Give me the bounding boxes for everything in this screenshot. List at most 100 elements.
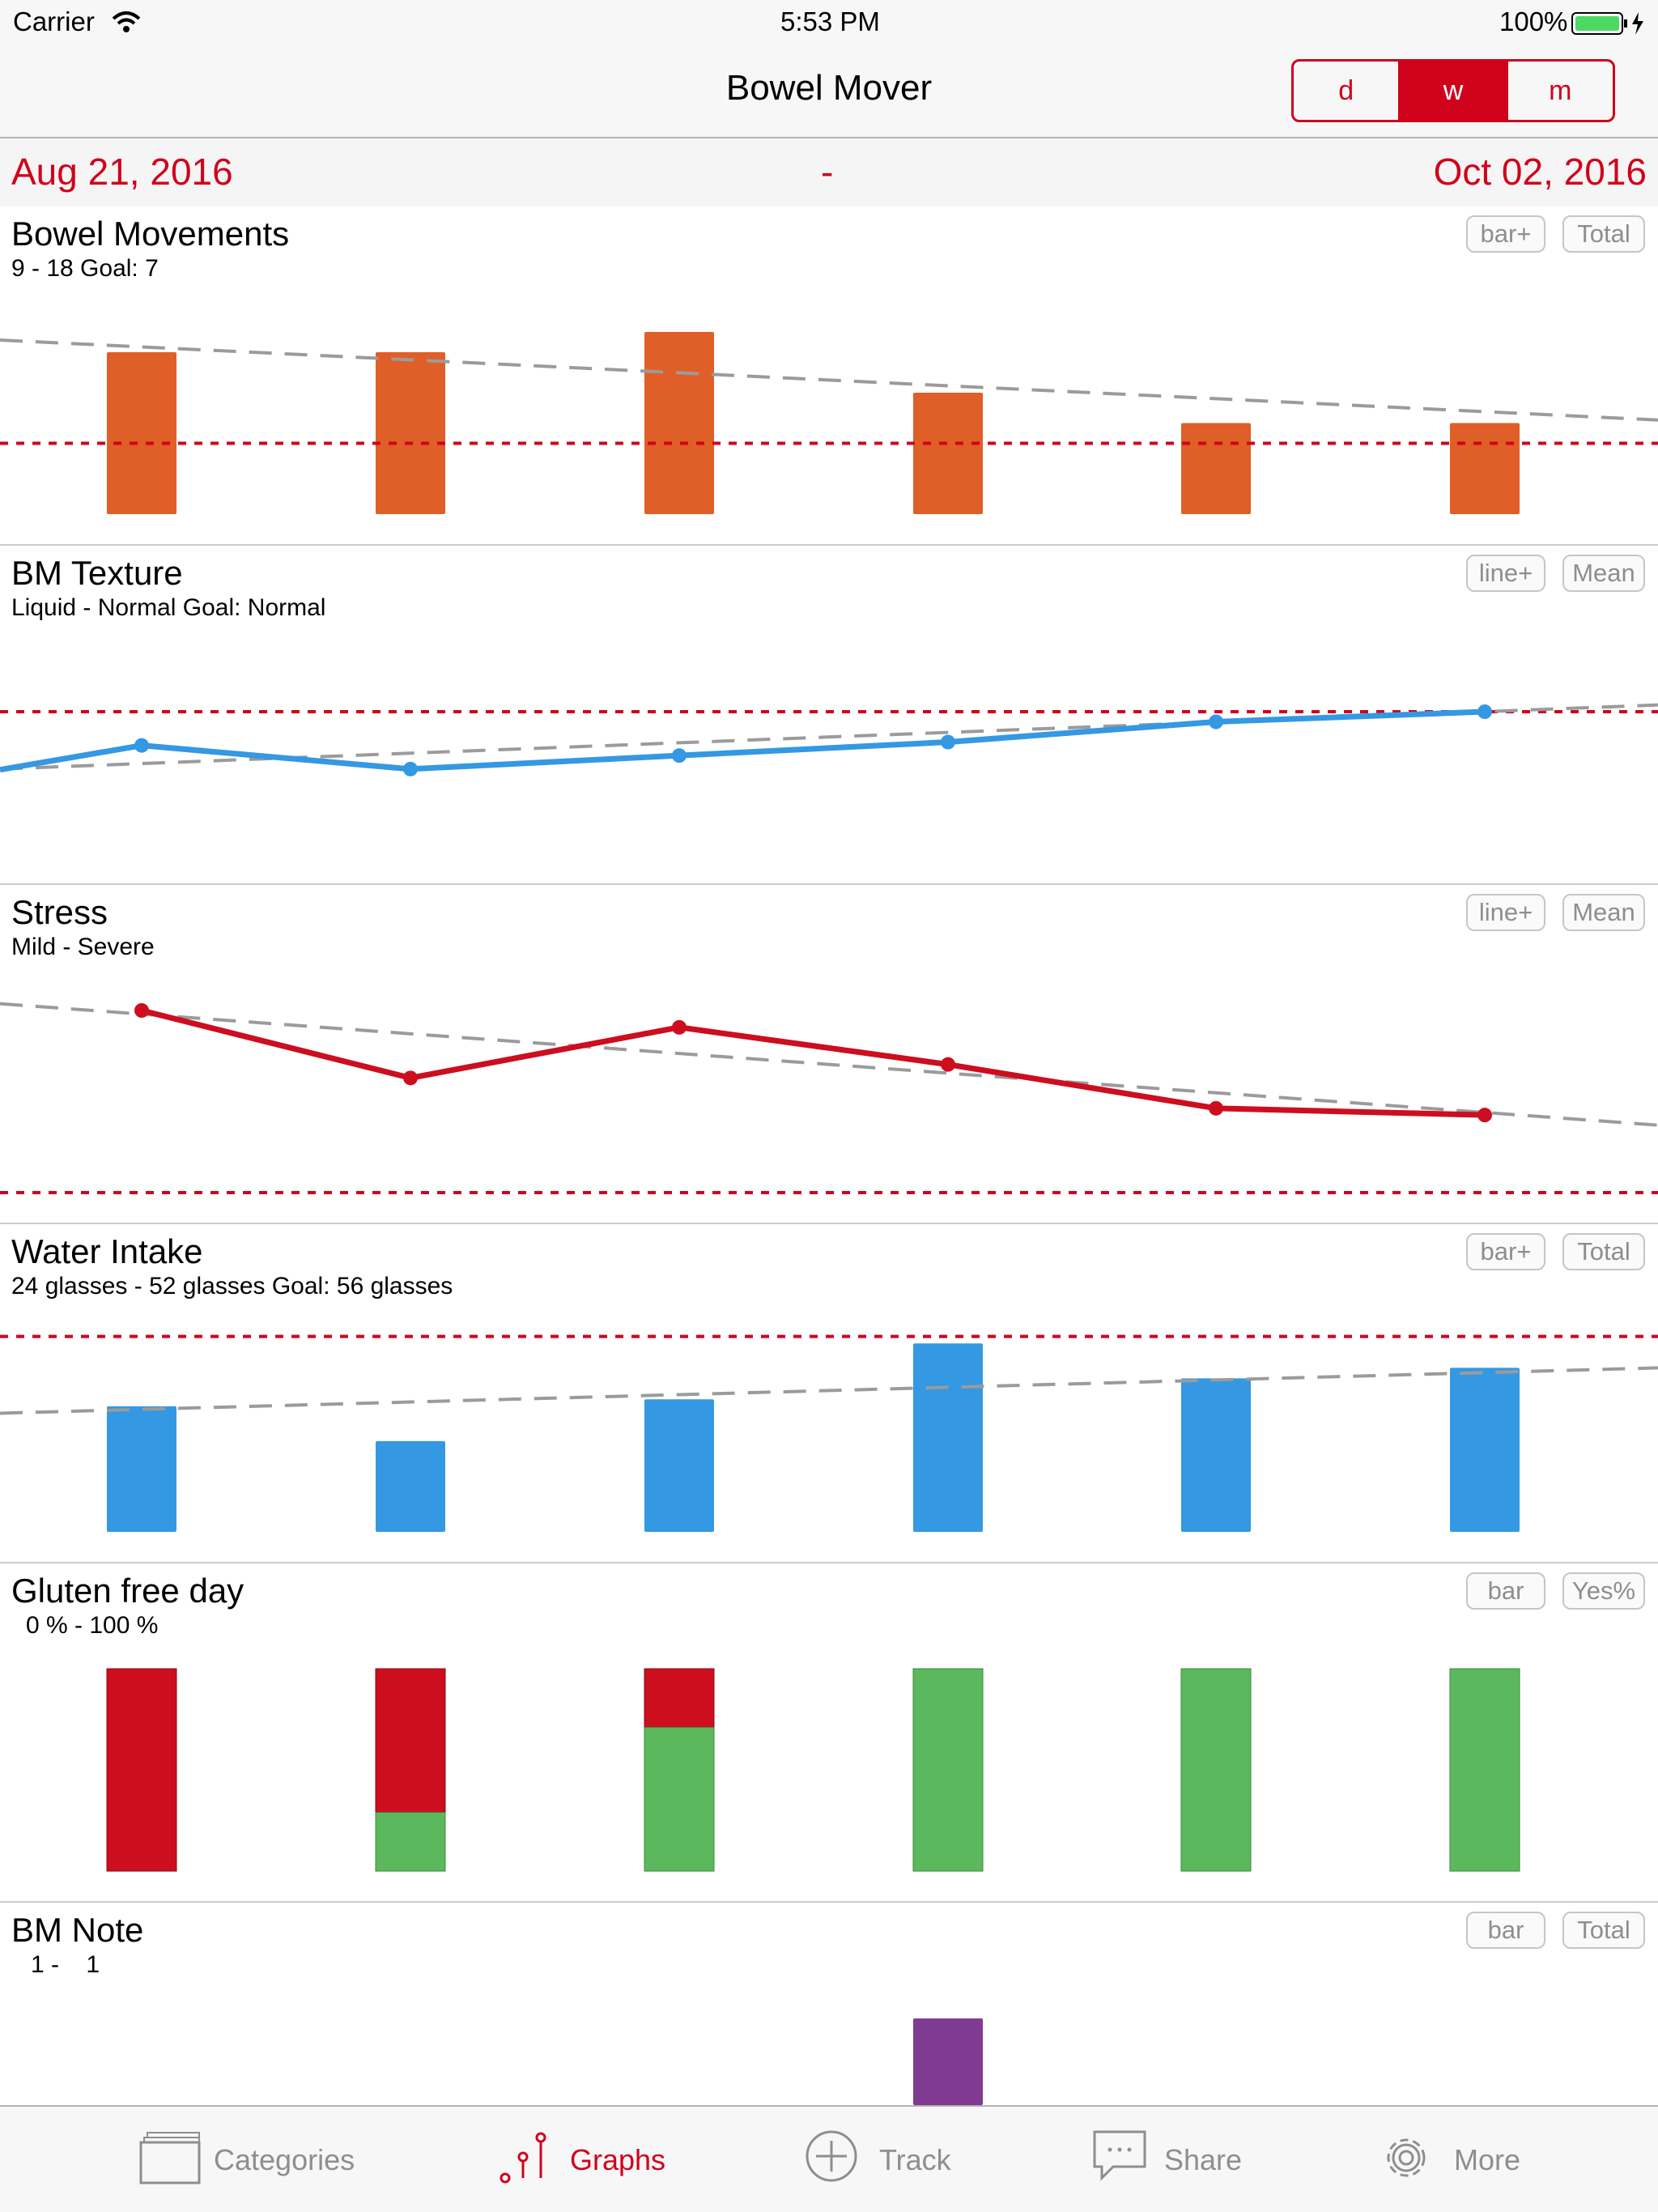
chart-type-button[interactable]: bar	[1466, 1572, 1545, 1610]
navigation-bar: Bowel Mover d w m	[0, 45, 1658, 138]
bar-yes	[1449, 1668, 1520, 1872]
bar	[376, 352, 445, 514]
graph-subtitle: 0 % - 100 %	[26, 1612, 159, 1639]
bar	[644, 332, 714, 514]
gluten-free-day-chart	[106, 1668, 1520, 1872]
trend-line	[0, 338, 1658, 422]
date-start[interactable]: Aug 21, 2016	[11, 151, 233, 193]
aggregation-button[interactable]: Mean	[1562, 555, 1645, 592]
tab-share[interactable]: Share	[1089, 2107, 1275, 2212]
tab-bar: Categories Graphs Track Share	[0, 2105, 1658, 2212]
trend-line	[0, 703, 1658, 771]
bm-texture-chart	[0, 703, 1658, 776]
tab-label: Graphs	[570, 2143, 666, 2176]
series-line	[141, 1007, 1486, 1118]
aggregation-button[interactable]: Total	[1562, 215, 1645, 253]
graph-title: BM Note	[11, 1911, 144, 1949]
graph-subtitle: Mild - Severe	[11, 934, 155, 960]
bar	[644, 1399, 714, 1532]
chart-type-button[interactable]: bar+	[1466, 215, 1545, 253]
bar-no	[106, 1668, 177, 1872]
chart-type-button[interactable]: line+	[1466, 555, 1545, 592]
date-range: Aug 21, 2016 - Oct 02, 2016	[0, 138, 1658, 206]
bar-no	[644, 1668, 715, 1728]
chart-type-button[interactable]: bar	[1466, 1912, 1545, 1949]
segment-week[interactable]: w	[1401, 62, 1508, 120]
bar	[913, 2018, 983, 2105]
graph-bm-note[interactable]: BM Note 1 - 1 bar Total	[0, 1903, 1658, 2105]
graph-title: Water Intake	[11, 1232, 203, 1270]
data-point	[134, 1003, 149, 1018]
graph-stress[interactable]: Stress Mild - Severe line+ Mean	[0, 885, 1658, 1224]
plus-circle-icon	[806, 2130, 857, 2182]
share-icon	[1093, 2130, 1146, 2181]
stress-chart	[0, 1002, 1658, 1194]
date-separator: -	[821, 151, 834, 193]
graph-gluten-free-day[interactable]: Gluten free day 0 % - 100 % bar Yes%	[0, 1563, 1658, 1903]
bar-yes	[912, 1668, 984, 1872]
bar	[107, 352, 176, 514]
bar-yes	[644, 1727, 715, 1872]
tab-more[interactable]: More	[1376, 2107, 1546, 2212]
bar	[1181, 423, 1251, 514]
graph-title: Bowel Movements	[11, 215, 290, 253]
data-point	[403, 1070, 418, 1086]
tab-categories[interactable]: Categories	[130, 2107, 372, 2212]
graph-bowel-movements[interactable]: Bowel Movements 9 - 18 Goal: 7 bar+ Tota…	[0, 206, 1658, 546]
bar	[1450, 1368, 1520, 1532]
trend-line	[0, 1366, 1658, 1415]
bar-no	[375, 1668, 446, 1813]
segment-month[interactable]: m	[1549, 75, 1572, 106]
status-bar: Carrier 5:53 PM 100%	[0, 0, 1658, 45]
aggregation-button[interactable]: Mean	[1562, 894, 1645, 931]
bar	[1450, 423, 1520, 514]
clock: 5:53 PM	[780, 6, 880, 36]
data-point	[941, 734, 955, 750]
graph-subtitle: 24 glasses - 52 glasses Goal: 56 glasses	[11, 1273, 453, 1300]
graph-subtitle: Liquid - Normal Goal: Normal	[11, 594, 326, 621]
bar	[913, 393, 983, 514]
graph-title: BM Texture	[11, 554, 183, 592]
graph-subtitle: 9 - 18 Goal: 7	[11, 255, 159, 282]
data-point	[403, 761, 418, 776]
bar	[376, 1440, 445, 1532]
data-point	[134, 738, 149, 753]
date-end[interactable]: Oct 02, 2016	[1433, 151, 1647, 193]
data-point	[1209, 714, 1223, 730]
tab-graphs[interactable]: Graphs	[494, 2107, 688, 2212]
battery-percent: 100%	[1499, 6, 1568, 36]
period-segmented-control: d w m	[1291, 59, 1615, 122]
segment-day[interactable]: d	[1294, 62, 1401, 120]
graph-bm-texture[interactable]: BM Texture Liquid - Normal Goal: Normal …	[0, 546, 1658, 885]
data-point	[672, 1019, 687, 1035]
carrier-label: Carrier	[13, 6, 95, 36]
page-title: Bowel Mover	[725, 68, 933, 108]
tab-label: Share	[1164, 2143, 1243, 2176]
tab-label: Track	[879, 2143, 951, 2176]
categories-icon	[139, 2132, 201, 2184]
graphs-icon	[500, 2132, 546, 2184]
data-point	[672, 748, 687, 764]
bar	[107, 1406, 176, 1532]
data-point	[1477, 704, 1492, 719]
graph-subtitle: 1 - 1	[31, 1951, 100, 1978]
graph-title: Stress	[11, 893, 108, 931]
battery-icon	[1571, 12, 1643, 35]
bowel-movements-chart	[0, 332, 1658, 514]
aggregation-button[interactable]: Total	[1562, 1912, 1645, 1949]
chart-type-button[interactable]: bar+	[1466, 1233, 1545, 1270]
data-point	[1477, 1108, 1492, 1123]
aggregation-button[interactable]: Total	[1562, 1233, 1645, 1270]
trend-line	[0, 1002, 1658, 1127]
bar	[1181, 1378, 1251, 1532]
graph-water-intake[interactable]: Water Intake 24 glasses - 52 glasses Goa…	[0, 1224, 1658, 1563]
tab-track[interactable]: Track	[801, 2107, 980, 2212]
gear-icon	[1387, 2138, 1426, 2177]
tab-label: Categories	[214, 2143, 355, 2176]
chart-type-button[interactable]: line+	[1466, 894, 1545, 931]
bar-yes	[375, 1812, 446, 1872]
bm-note-chart	[913, 2018, 983, 2105]
data-point	[941, 1057, 955, 1072]
aggregation-button[interactable]: Yes%	[1562, 1572, 1645, 1610]
bar	[913, 1343, 983, 1532]
